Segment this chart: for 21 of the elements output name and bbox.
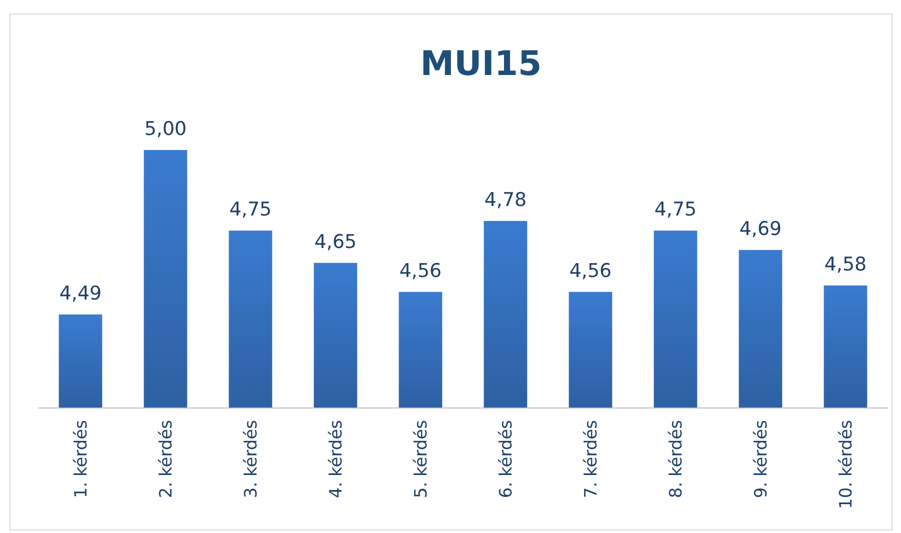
x-tick-label: 3. kérdés (242, 420, 262, 498)
x-tick-label: 2. kérdés (156, 420, 176, 498)
data-label: 4,65 (314, 230, 357, 253)
data-label: 4,75 (654, 198, 697, 221)
data-label: 4,49 (59, 282, 102, 304)
x-tick-label: 9. kérdés (752, 420, 772, 498)
data-label: 4,69 (739, 218, 782, 240)
x-tick-label: 8. kérdés (666, 420, 686, 498)
x-tick-label: 4. kérdés (326, 420, 346, 498)
x-tick-label: 5. kérdés (412, 420, 432, 498)
data-label: 4,75 (229, 198, 272, 221)
data-label: 4,56 (399, 260, 442, 282)
x-tick-label: 10. kérdés (836, 420, 856, 509)
data-label: 4,58 (824, 253, 867, 276)
data-label: 5,00 (144, 118, 187, 140)
x-tick-label: 7. kérdés (582, 420, 602, 498)
data-label: 4,56 (569, 260, 612, 282)
x-tick-label: 1. kérdés (72, 420, 92, 498)
data-label: 4,78 (484, 188, 527, 211)
x-tick-label: 6. kérdés (496, 420, 516, 498)
chart-title: MUI15 (420, 44, 542, 84)
